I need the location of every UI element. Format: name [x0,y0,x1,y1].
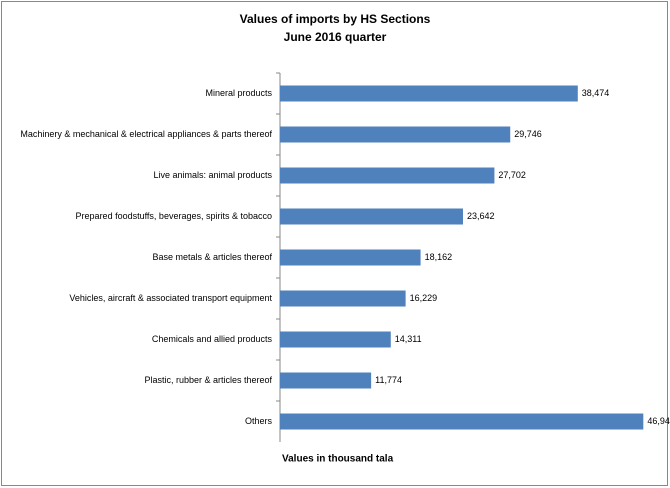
chart-title: Values of imports by HS Sections [240,12,431,26]
bar [280,249,421,266]
y-tick-label: Chemicals and allied products [152,334,273,344]
bar [280,208,463,225]
value-label: 29,746 [514,129,542,139]
value-label: 38,474 [582,88,610,98]
bar [280,413,644,430]
value-label: 27,702 [498,170,526,180]
y-tick-label: Vehicles, aircraft & associated transpor… [69,293,272,303]
bar [280,331,391,348]
bar [280,126,511,143]
y-tick-label: Plastic, rubber & articles thereof [144,375,272,385]
y-tick-label: Others [245,416,273,426]
value-label: 18,162 [425,252,453,262]
bar [280,372,372,389]
value-label: 23,642 [467,211,495,221]
y-tick-label: Base metals & articles thereof [152,252,272,262]
x-axis-label: Values in thousand tala [282,454,394,465]
value-label: 16,229 [410,293,438,303]
value-label: 14,311 [395,334,422,344]
bar [280,85,578,102]
y-tick-label: Live animals: animal products [153,170,272,180]
bar [280,167,495,184]
y-tick-label: Prepared foodstuffs, beverages, spirits … [76,211,272,221]
bar [280,290,406,307]
value-label: 46,940 [647,416,670,426]
y-tick-label: Machinery & mechanical & electrical appl… [20,129,272,139]
chart-subtitle: June 2016 quarter [284,30,387,44]
y-tick-label: Mineral products [205,88,272,98]
value-label: 11,774 [375,375,402,385]
